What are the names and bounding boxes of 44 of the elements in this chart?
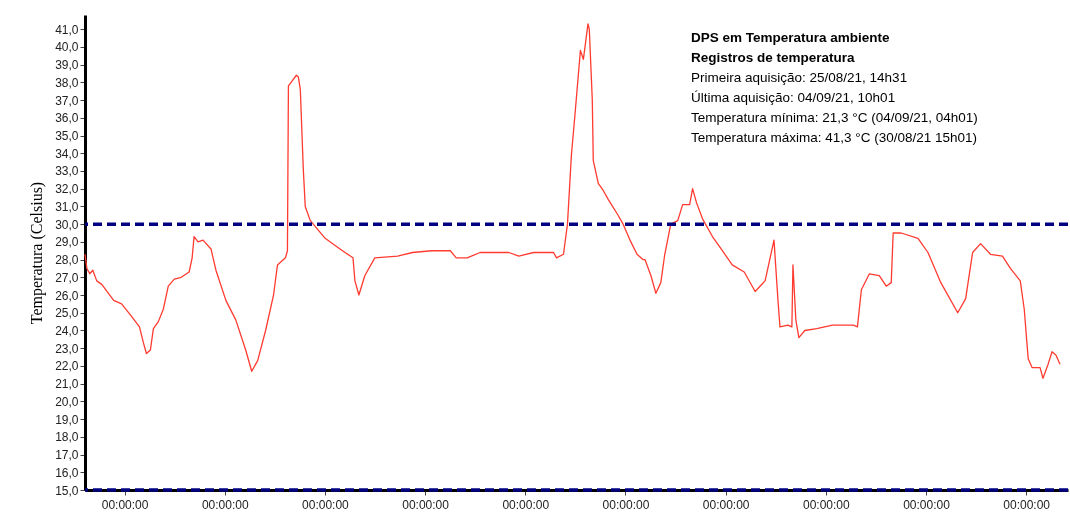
y-tick-label: 30,0	[55, 217, 79, 232]
y-tick-label: 39,0	[55, 58, 79, 73]
y-tick-label: 33,0	[55, 164, 79, 179]
annotation: Última aquisição: 04/09/21, 10h01	[691, 90, 896, 105]
x-tick-label: 00:00:00	[702, 497, 750, 512]
y-tick-label: 38,0	[55, 75, 79, 90]
y-tick-label: 24,0	[55, 323, 79, 338]
x-tick-label: 00:00:00	[903, 497, 951, 512]
x-tick-label: 00:00:00	[602, 497, 650, 512]
y-tick-label: 26,0	[55, 288, 79, 303]
text: DPS em Temperatura ambiente	[691, 30, 891, 45]
y-tick-label: 15,0	[55, 483, 79, 498]
x-tick-label: 00:00:00	[101, 497, 149, 512]
y-tick-label: 28,0	[55, 253, 79, 268]
y-tick-label: 35,0	[55, 129, 79, 144]
y-tick-label: 36,0	[55, 111, 79, 126]
y-tick-label: 22,0	[55, 359, 79, 374]
y-tick-label: 23,0	[55, 341, 79, 356]
annotation: Temperatura mínima: 21,3 °C (04/09/21, 04h01)	[691, 110, 978, 125]
y-tick-label: 19,0	[55, 412, 79, 427]
x-tick-label: 00:00:00	[201, 497, 249, 512]
y-tick-label: 21,0	[55, 377, 79, 392]
y-tick-label: 32,0	[55, 182, 79, 197]
y-tick-label: 17,0	[55, 448, 79, 463]
y-tick-label: 34,0	[55, 146, 79, 161]
x-tick-label: 00:00:00	[302, 497, 350, 512]
x-tick-label: 00:00:00	[402, 497, 450, 512]
y-tick-label: 25,0	[55, 306, 79, 321]
text: Registros de temperatura	[691, 50, 856, 65]
x-tick-label: 00:00:00	[802, 497, 851, 512]
y-tick-label: 29,0	[55, 235, 79, 250]
y-axis-title: Temperatura (Celsius)	[28, 181, 47, 325]
y-tick-label: 37,0	[55, 93, 79, 108]
y-tick-label: 31,0	[55, 199, 79, 214]
x-tick-label: 00:00:00	[1003, 497, 1051, 512]
y-tick-label: 40,0	[55, 40, 79, 55]
y-tick-label: 27,0	[55, 270, 79, 285]
y-tick-label: 20,0	[55, 394, 79, 409]
y-tick-label: 16,0	[55, 465, 79, 480]
y-tick-label: 41,0	[55, 22, 79, 37]
annotation: Temperatura máxima: 41,3 °C (30/08/21 15h01)	[691, 130, 978, 145]
y-tick-label: 18,0	[55, 430, 79, 445]
x-tick-label: 00:00:00	[502, 497, 550, 512]
annotation: Primeira aquisição: 25/08/21, 14h31	[691, 70, 908, 85]
